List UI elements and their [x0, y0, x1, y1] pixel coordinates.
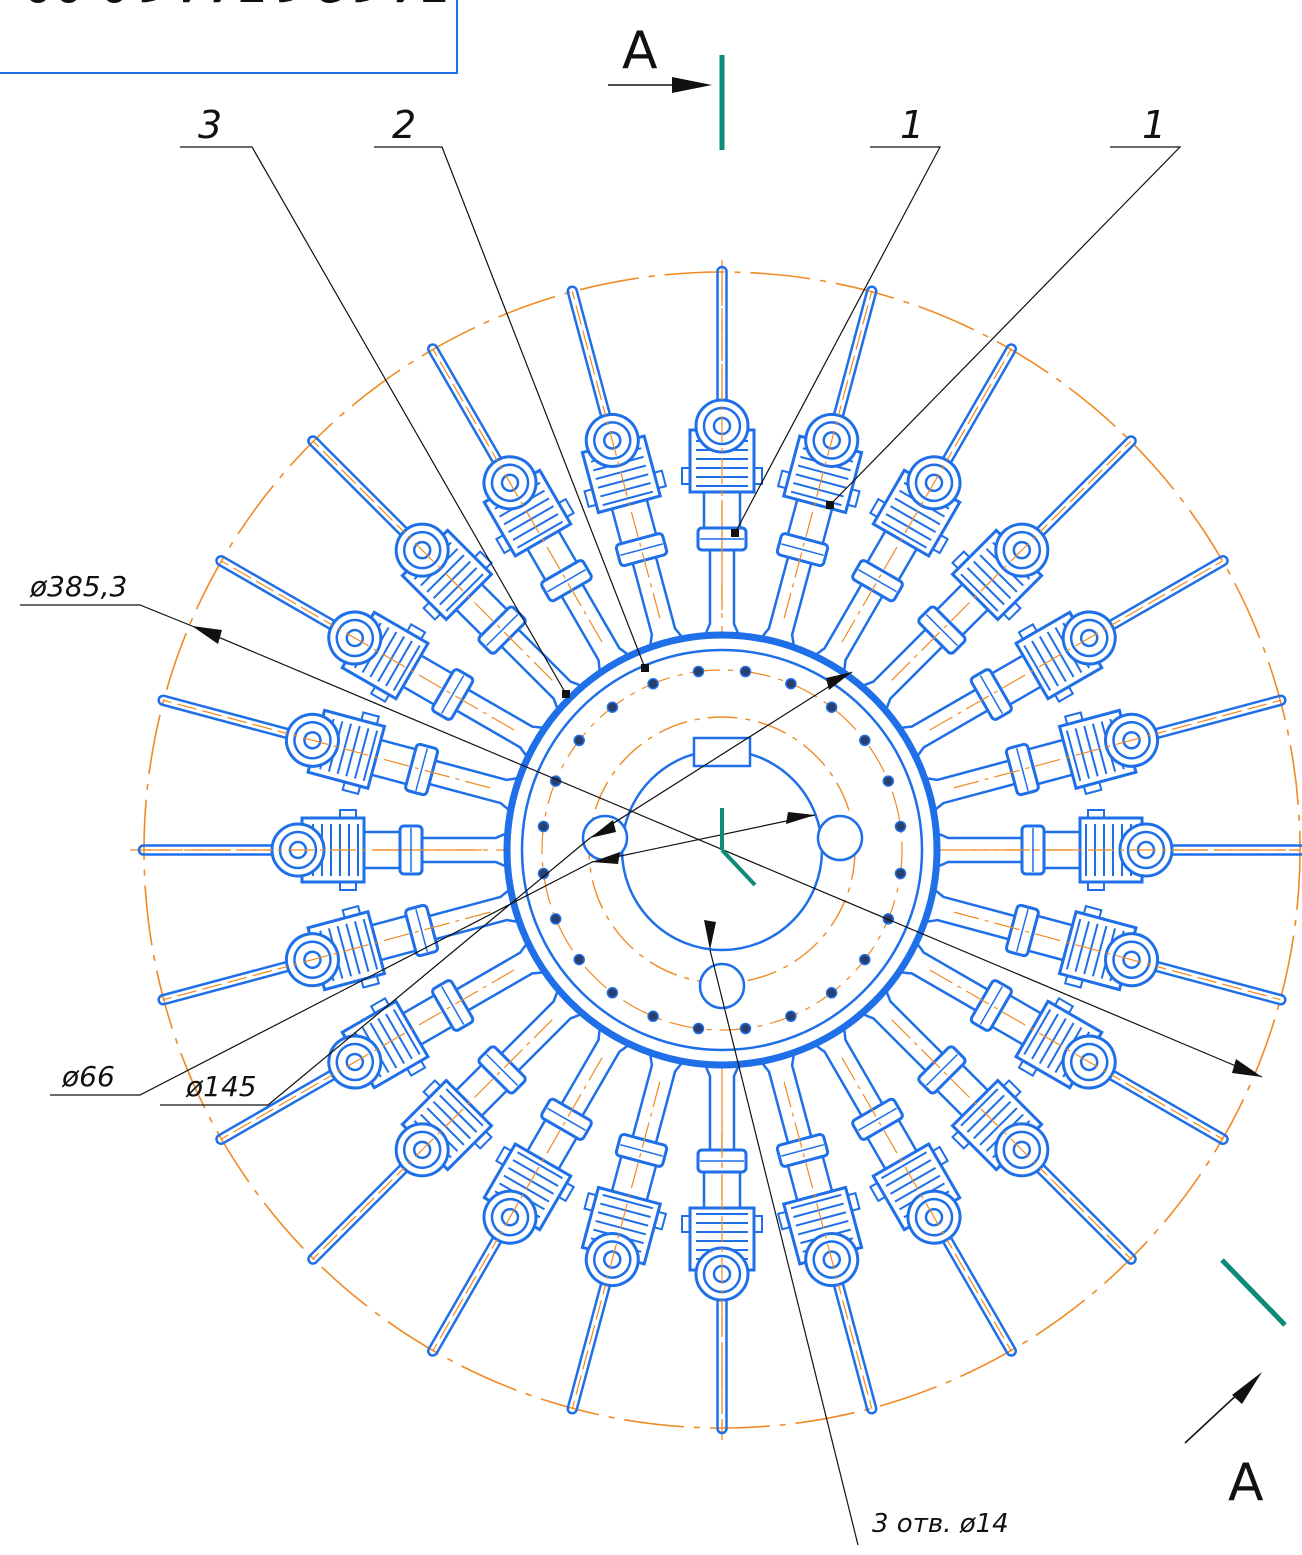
bolt-hole [825, 701, 838, 713]
stamp-text: Е4.12.1744.10.00.000 [0, 0, 450, 11]
dim-hub-diameter: ø66 [61, 1060, 115, 1093]
arm [157, 694, 524, 815]
bolt-hole [785, 1010, 797, 1023]
bolt-hole [692, 665, 705, 678]
arm [215, 555, 550, 762]
bolt-hole [739, 665, 752, 678]
bolt-hole [882, 775, 895, 787]
arm [920, 885, 1287, 1006]
bolt-hole [573, 953, 585, 966]
dim-outer-diameter: ø385,3 [29, 570, 127, 603]
arm [307, 435, 588, 716]
arm [681, 265, 763, 640]
bolt-hole [894, 867, 907, 880]
arm [566, 285, 687, 652]
bolt-hole [785, 677, 797, 690]
bolt-hole [859, 734, 871, 747]
arm [894, 938, 1229, 1145]
callout-1a: 1 [900, 103, 924, 147]
drawing-stamp: Е4.12.1744.10.00.000 [0, 0, 458, 74]
bolt-hole [606, 701, 619, 713]
arm [157, 885, 524, 1006]
section-label-bottom: А [1228, 1453, 1264, 1513]
bolt-hole [537, 820, 550, 833]
bolt-hole [739, 1022, 752, 1035]
dimension-arrows [192, 626, 1262, 1077]
bolt-hole [692, 1022, 705, 1035]
dimension-lines [20, 604, 1263, 1546]
dim-holes-note: 3 отв. ø14 [872, 1509, 1009, 1539]
arm [856, 435, 1137, 716]
bolt-hole [537, 867, 550, 880]
center-marker [720, 808, 757, 887]
bolt-circle [541, 669, 903, 1031]
arm [307, 984, 588, 1265]
arm [215, 938, 550, 1145]
bolt-hole [573, 734, 585, 747]
section-mark-top [608, 55, 725, 150]
arm [894, 555, 1229, 762]
section-label-top: А [622, 21, 658, 81]
bolt-hole [894, 820, 907, 833]
callout-2: 2 [392, 103, 416, 147]
main-ring-inner [520, 648, 924, 1052]
arm [427, 1022, 634, 1357]
pin-hole-right [816, 814, 864, 862]
arm [427, 343, 634, 678]
bolt-hole [825, 987, 838, 999]
dim-ring-diameter: ø145 [185, 1070, 257, 1103]
arm [920, 694, 1287, 815]
arm [932, 809, 1302, 891]
arm [566, 1048, 687, 1415]
bolt-hole [549, 913, 562, 925]
bolt-hole [647, 677, 659, 690]
bolt-hole [647, 1010, 659, 1023]
bolt-hole [606, 987, 619, 999]
section-mark-bottom [1184, 1258, 1287, 1444]
arms-group [137, 265, 1302, 1435]
callout-1b: 1 [1142, 103, 1166, 147]
arm [856, 984, 1137, 1265]
bolt-holes [537, 665, 907, 1035]
arm [810, 1022, 1017, 1357]
callout-leaders [180, 146, 1182, 695]
pin-hole-bottom [698, 962, 746, 1010]
bolt-hole [859, 953, 871, 966]
callout-3: 3 [198, 103, 222, 147]
arm [681, 1060, 763, 1435]
arm [137, 809, 512, 891]
callout-dots [562, 501, 834, 698]
